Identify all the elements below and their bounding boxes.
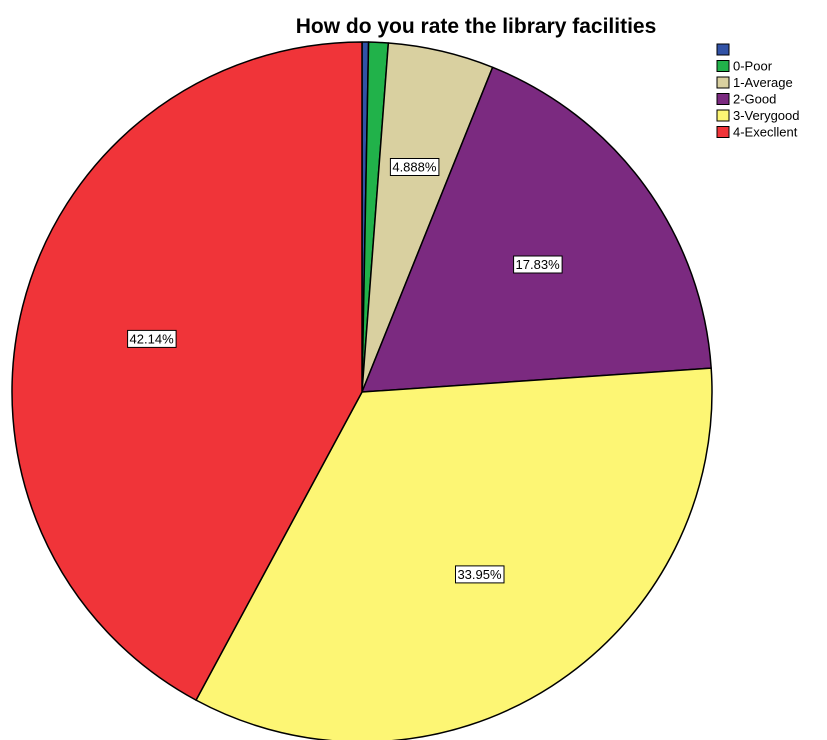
legend-swatch [716,76,730,89]
legend-swatch [716,43,730,56]
data-labels: 4.888% 17.83% 33.95% 42.14% [127,158,563,584]
legend-item-2-good: 2-Good [716,92,776,107]
legend-item-0-poor: 0-Poor [716,59,773,74]
legend-swatch [716,126,730,138]
legend-swatch [716,60,730,72]
data-label-text: 4.888% [392,160,437,175]
legend-label: 3-Verygood [733,108,800,123]
data-label-text: 33.95% [457,567,502,582]
legend-item-1-average: 1-Average [716,75,793,90]
legend-item-4-execllent: 4-Execllent [716,125,798,140]
data-label-box [389,158,440,176]
legend-label: 2-Good [733,92,776,107]
pie-slice-2-good [361,66,712,393]
data-label-2-good: 17.83% [513,255,563,274]
legend-label: 0-Poor [733,59,773,74]
data-label-text: 17.83% [516,257,561,272]
legend-item-3-verygood: 3-Verygood [716,108,800,123]
data-label-text: 42.14% [130,331,175,346]
data-label-box [513,255,563,274]
pie-slice-4-execllent [11,41,363,701]
legend-swatch [716,93,730,105]
legend-label: 4-Execllent [733,125,798,140]
data-label-1-average: 4.888% [389,158,440,176]
data-label-box [455,565,505,584]
legend-label: 1-Average [733,75,793,90]
data-label-4-execllent: 42.14% [127,329,177,348]
chart-title: How do you rate the library facilities [296,15,657,38]
legend-swatch [716,109,730,122]
pie-slices [11,41,713,740]
data-label-3-verygood: 33.95% [455,565,505,584]
legend-item-unlabeled-0 [716,43,730,56]
data-label-box [127,329,177,348]
